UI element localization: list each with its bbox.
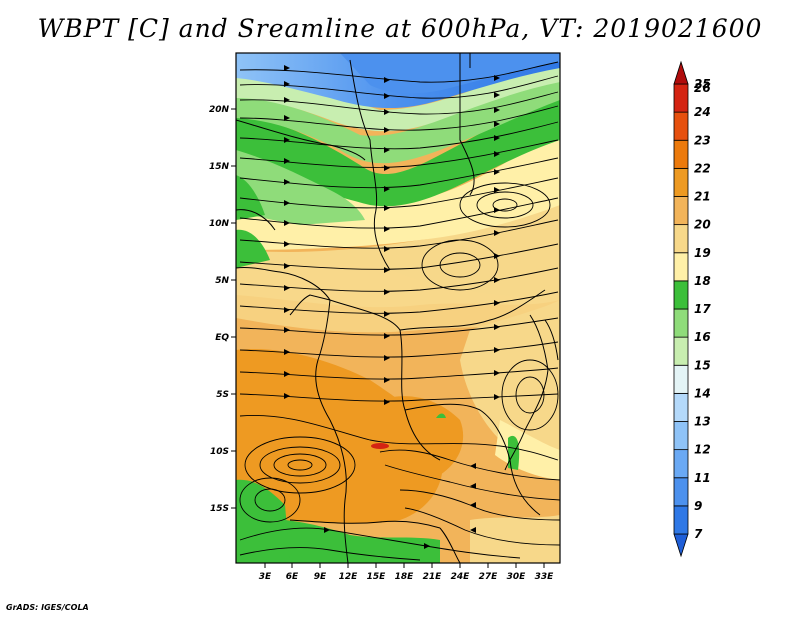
colorbar-label: 7 bbox=[694, 527, 703, 541]
lon-label: 15E bbox=[367, 572, 387, 582]
colorbar-label: 25 bbox=[694, 77, 711, 91]
lat-ticks bbox=[231, 108, 236, 509]
lat-labels: 20N 15N 10N 5N EQ 5S 10S 15S bbox=[209, 105, 230, 514]
colorbar-label: 11 bbox=[694, 471, 711, 485]
lon-label: 12E bbox=[339, 572, 359, 582]
colorbar-label: 24 bbox=[694, 105, 711, 119]
colorbar-label: 19 bbox=[694, 246, 711, 260]
lat-label: 5S bbox=[216, 390, 229, 400]
lat-label: 20N bbox=[209, 105, 230, 115]
colorbar-segment bbox=[673, 196, 689, 226]
map-title: WBPT [C] and Sreamline at 600hPa, VT: 20… bbox=[37, 14, 763, 43]
lon-label: 24E bbox=[451, 572, 471, 582]
colorbar-label: 14 bbox=[694, 386, 711, 400]
colorbar-segment bbox=[673, 280, 689, 310]
colorbar-segment bbox=[673, 139, 689, 169]
lat-label: 15S bbox=[210, 504, 229, 514]
lon-label: 21E bbox=[423, 572, 443, 582]
lon-label: 18E bbox=[395, 572, 415, 582]
colorbar-label: 17 bbox=[694, 302, 711, 316]
colorbar-segment bbox=[673, 392, 689, 422]
colorbar-segment bbox=[673, 252, 689, 282]
lat-label: 10S bbox=[210, 447, 229, 457]
lon-ticks bbox=[264, 563, 545, 568]
lon-label: 33E bbox=[535, 572, 555, 582]
grads-credit: GrADS: IGES/COLA bbox=[6, 603, 89, 612]
lat-label: EQ bbox=[215, 333, 229, 343]
colorbar-segment bbox=[673, 533, 689, 558]
colorbar-label: 21 bbox=[694, 190, 711, 204]
colorbar-label: 16 bbox=[694, 330, 711, 344]
lon-label: 27E bbox=[479, 572, 499, 582]
lon-label: 30E bbox=[507, 572, 527, 582]
colorbar-segment bbox=[673, 224, 689, 254]
colorbar-label: 20 bbox=[694, 218, 711, 232]
colorbar-label: 22 bbox=[694, 161, 711, 175]
colorbar-label: 9 bbox=[694, 499, 702, 513]
colorbar-segment bbox=[673, 505, 689, 535]
streamlines bbox=[239, 61, 560, 561]
colorbar-segment bbox=[673, 364, 689, 394]
lon-label: 9E bbox=[314, 572, 327, 582]
colorbar-segment bbox=[673, 449, 689, 479]
colorbar-segment bbox=[673, 308, 689, 338]
colorbar-segment bbox=[673, 111, 689, 141]
colorbar-segment bbox=[673, 167, 689, 197]
colorbar-segment bbox=[673, 421, 689, 451]
lon-label: 6E bbox=[286, 572, 299, 582]
lat-label: 5N bbox=[215, 276, 229, 286]
streamline-arrows bbox=[284, 65, 500, 549]
colorbar-label: 18 bbox=[694, 274, 711, 288]
colorbar-label: 15 bbox=[694, 358, 711, 372]
lat-label: 15N bbox=[209, 162, 230, 172]
colorbar-segment bbox=[673, 477, 689, 507]
colorbar-segment bbox=[673, 83, 689, 113]
lon-label: 3E bbox=[259, 572, 272, 582]
colorbar-segment bbox=[673, 60, 689, 85]
colorbar-segment bbox=[673, 336, 689, 366]
colorbar-label: 23 bbox=[694, 133, 711, 147]
colorbar-label: 26 bbox=[694, 81, 711, 95]
colorbar-label: 12 bbox=[694, 443, 711, 457]
wbpt-field bbox=[236, 53, 560, 563]
lat-label: 10N bbox=[209, 219, 230, 229]
lon-labels: 3E 6E 9E 12E 15E 18E 21E 24E 27E 30E 33E bbox=[259, 572, 554, 582]
map-frame bbox=[235, 52, 561, 564]
colorbar-label: 13 bbox=[694, 415, 711, 429]
